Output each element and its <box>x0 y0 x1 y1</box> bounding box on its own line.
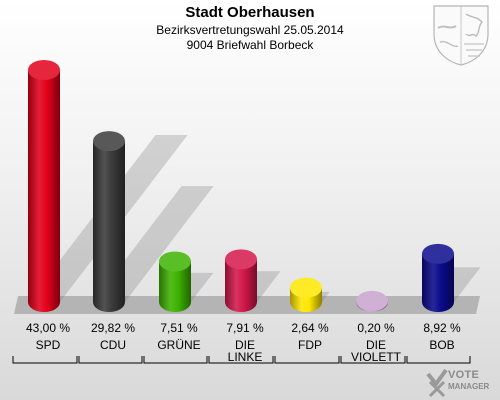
category-label: LINKE <box>228 350 263 364</box>
bar-top <box>422 243 454 264</box>
value-label: 2,64 % <box>291 321 329 335</box>
value-label: 29,82 % <box>91 321 135 335</box>
category-bracket <box>78 356 143 364</box>
category-label: SPD <box>36 338 61 352</box>
bar-top <box>225 249 257 270</box>
bar-top <box>290 277 322 298</box>
value-label: 43,00 % <box>26 321 70 335</box>
bar-top <box>159 251 191 272</box>
coat-of-arms-icon <box>433 5 489 66</box>
category-label: GRÜNE <box>157 338 200 352</box>
bar-die-linke <box>225 259 257 312</box>
logo-line2: MANAGER <box>448 382 490 391</box>
chart-subtitle-district: 9004 Briefwahl Borbeck <box>186 38 314 52</box>
category-bracket <box>274 356 340 364</box>
bar-cdu <box>93 141 125 312</box>
value-label: 8,92 % <box>423 321 461 335</box>
checkmark-x-icon <box>426 368 448 398</box>
value-label: 0,20 % <box>357 321 395 335</box>
category-bracket <box>340 356 406 364</box>
logo-line1: VOTE <box>448 369 480 381</box>
bar-spd <box>28 70 60 312</box>
value-label: 7,91 % <box>226 321 264 335</box>
category-label: CDU <box>100 338 126 352</box>
category-bracket <box>143 356 208 364</box>
bar-top <box>28 60 60 80</box>
bar-top <box>356 290 388 311</box>
category-bracket <box>406 356 471 364</box>
category-label: FDP <box>298 338 322 352</box>
chart-title: Stadt Oberhausen <box>185 4 315 21</box>
category-label: VIOLETT <box>351 350 402 364</box>
category-label: BOB <box>429 338 454 352</box>
bar-grüne <box>159 261 191 312</box>
chart-subtitle-election: Bezirksvertretungswahl 25.05.2014 <box>156 23 344 37</box>
category-bracket <box>12 356 78 364</box>
category-label: DIE <box>366 338 386 352</box>
value-label: 7,51 % <box>160 321 198 335</box>
category-label: DIE <box>235 338 255 352</box>
category-bracket <box>208 356 274 364</box>
bar-bob <box>422 253 454 312</box>
bar-top <box>93 131 125 152</box>
vote-manager-wordmark: VOTE MANAGER <box>448 370 489 392</box>
vote-manager-logo: VOTE MANAGER <box>424 366 500 400</box>
